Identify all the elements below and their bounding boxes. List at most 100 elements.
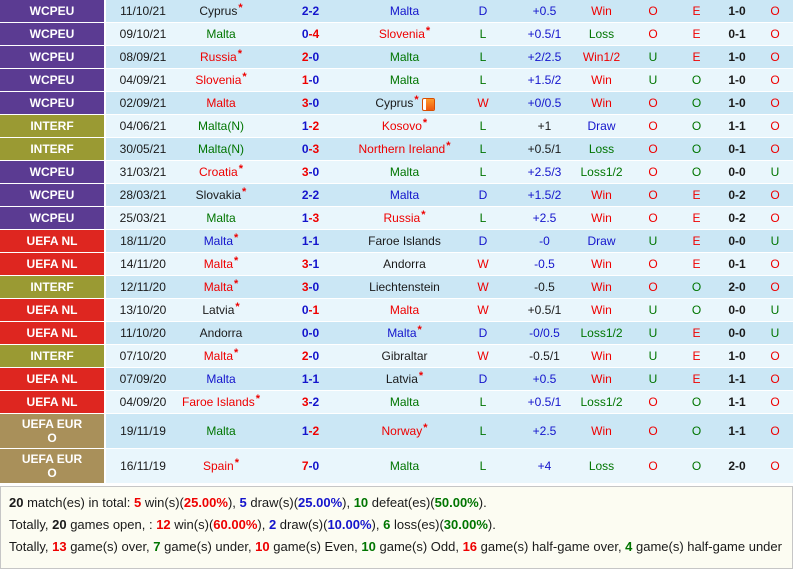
away-team[interactable]: Russia * [359,207,450,230]
away-team-label[interactable]: Malta [389,50,420,64]
away-team-label[interactable]: Norway [381,424,423,438]
away-team[interactable]: Kosovo * [359,115,450,138]
handicap-star-icon: * [423,422,428,434]
away-team[interactable]: Andorra [359,253,450,276]
away-team[interactable]: Slovenia * [359,23,450,46]
home-team-label[interactable]: Malta(N) [197,142,244,156]
home-team-label[interactable]: Malta [203,280,234,294]
home-team[interactable]: Malta * [180,345,262,368]
away-team[interactable]: Malta [359,391,450,414]
home-team-label[interactable]: Malta(N) [197,119,244,133]
home-team-label[interactable]: Slovakia [195,188,242,202]
home-team[interactable]: Malta [180,23,262,46]
home-team[interactable]: Spain * [180,449,262,484]
away-team[interactable]: Gibraltar [359,345,450,368]
away-team[interactable]: Malta [359,69,450,92]
home-team[interactable]: Malta [180,92,262,115]
away-team-label[interactable]: Liechtenstein [369,280,440,294]
home-team-label[interactable]: Malta [206,27,236,41]
away-team[interactable]: Norway * [359,414,450,449]
match-date: 13/10/20 [106,299,180,322]
away-team[interactable]: Latvia * [359,368,450,391]
home-team-label[interactable]: Spain [203,459,234,473]
home-team[interactable]: Slovenia * [180,69,262,92]
home-team[interactable]: Malta * [180,230,262,253]
home-team-label[interactable]: Malta [203,349,234,363]
home-team[interactable]: Slovakia * [180,184,262,207]
away-team-label[interactable]: Malta [389,4,420,18]
home-team-label[interactable]: Malta [206,96,236,110]
away-team-label[interactable]: Malta [387,326,417,340]
competition-badge: WCPEU [0,92,106,115]
home-team-label[interactable]: Slovenia [195,73,242,87]
home-team-label[interactable]: Malta [206,211,236,225]
match-row: WCPEU 08/09/21 Russia * 2-0 Malta L +2/2.5 Win1/… [0,46,793,69]
handicap-result: Loss1/2 [573,391,630,414]
halftime-over-under: U [757,299,793,322]
home-team-label[interactable]: Russia [200,50,237,64]
home-team[interactable]: Croatia * [180,161,262,184]
away-team-label[interactable]: Malta [389,73,420,87]
away-team[interactable]: Malta [359,161,450,184]
home-team[interactable]: Russia * [180,46,262,69]
over-under: O [630,449,676,484]
away-team[interactable]: Malta [359,299,450,322]
competition-badge: UEFA EUR O [0,449,106,484]
halftime-over-under: O [757,46,793,69]
home-team[interactable]: Latvia * [180,299,262,322]
home-team-label[interactable]: Malta [203,234,234,248]
away-team-label[interactable]: Slovenia [378,27,425,41]
home-team[interactable]: Faroe Islands * [180,391,262,414]
home-team[interactable]: Malta * [180,253,262,276]
home-team[interactable]: Malta(N) [180,115,262,138]
away-team-label[interactable]: Malta [389,188,420,202]
away-team-label[interactable]: Malta [389,459,420,473]
home-team[interactable]: Malta [180,368,262,391]
match-row: WCPEU 25/03/21 Malta 1-3 Russia * L +2.5 Win O E 0-… [0,207,793,230]
home-team-label[interactable]: Faroe Islands [182,395,255,409]
away-team[interactable]: Northern Ireland * [358,138,451,161]
home-team-label[interactable]: Croatia [199,165,238,179]
away-team[interactable]: Malta * [359,322,450,345]
home-team-label[interactable]: Cyprus [199,4,238,18]
result-letter: L [450,23,516,46]
home-team[interactable]: Cyprus * [180,0,262,23]
away-team-label[interactable]: Latvia [385,372,418,386]
home-team[interactable]: Malta [180,207,262,230]
away-team[interactable]: Malta [359,449,450,484]
summary-text: draw(s)( [276,517,328,532]
away-team-label[interactable]: Malta [389,395,420,409]
away-team-label[interactable]: Faroe Islands [368,234,441,248]
away-team-label[interactable]: Gibraltar [381,349,428,363]
away-team[interactable]: Malta [359,0,450,23]
over-under: U [630,230,676,253]
away-team[interactable]: Malta [359,46,450,69]
home-team-label[interactable]: Andorra [199,326,243,340]
home-team-label[interactable]: Malta [203,257,234,271]
home-team[interactable]: Andorra [180,322,262,345]
away-team[interactable]: Faroe Islands [359,230,450,253]
over-under: O [630,115,676,138]
handicap: -0.5 [516,253,573,276]
away-team[interactable]: Cyprus * [359,92,450,115]
away-team-label[interactable]: Malta [389,165,420,179]
away-team-label[interactable]: Russia [383,211,421,225]
home-team[interactable]: Malta [180,414,262,449]
away-team-label[interactable]: Northern Ireland [358,142,446,156]
away-team-label[interactable]: Kosovo [381,119,422,133]
home-team-label[interactable]: Malta [206,424,236,438]
match-date: 31/03/21 [106,161,180,184]
match-date: 14/11/20 [106,253,180,276]
away-team[interactable]: Malta [359,184,450,207]
home-team[interactable]: Malta(N) [180,138,262,161]
halftime-over-under: O [757,391,793,414]
home-team[interactable]: Malta * [180,276,262,299]
away-team[interactable]: Liechtenstein [359,276,450,299]
home-team-label[interactable]: Malta [206,372,236,386]
result-letter: D [450,322,516,345]
away-team-label[interactable]: Cyprus [375,96,414,110]
away-team-label[interactable]: Malta [389,303,420,317]
away-team-label[interactable]: Andorra [383,257,426,271]
home-team-label[interactable]: Latvia [202,303,235,317]
halftime-score: 1-1 [717,414,757,449]
